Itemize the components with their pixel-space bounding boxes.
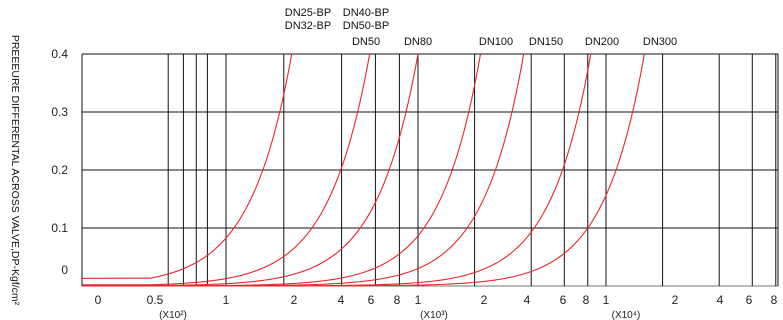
y-tick-label: 0.3 bbox=[51, 105, 68, 119]
x-tick-label: 4 bbox=[717, 293, 724, 307]
x-tick-label: 8 bbox=[583, 293, 590, 307]
series-label: DN200 bbox=[585, 36, 619, 48]
series-curves bbox=[81, 53, 645, 287]
x-tick-label: 6 bbox=[746, 293, 753, 307]
x-tick-label: 8 bbox=[394, 293, 401, 307]
x-tick-label: 2 bbox=[291, 293, 298, 307]
series-curve bbox=[81, 53, 419, 287]
grid bbox=[81, 53, 779, 287]
x-tick-label: 2 bbox=[481, 293, 488, 307]
series-label: DN50-BP bbox=[343, 20, 389, 32]
series-label: DN300 bbox=[643, 36, 677, 48]
x-tick-label: 2 bbox=[672, 293, 679, 307]
series-label: DN150 bbox=[529, 36, 563, 48]
y-tick-label: 0.2 bbox=[51, 163, 68, 177]
series-label: DN40-BP bbox=[343, 7, 389, 19]
x-tick-label: 0 bbox=[95, 293, 102, 307]
y-tick-label: 0.4 bbox=[51, 47, 68, 61]
x-multiplier-label: (X10³) bbox=[420, 310, 448, 320]
x-tick-label: 4 bbox=[338, 293, 345, 307]
series-label: DN50 bbox=[352, 36, 380, 48]
y-tick-label: 0.1 bbox=[51, 221, 68, 235]
y-tick-labels: 0.4 0.3 0.2 0.1 0 bbox=[51, 47, 68, 277]
y-axis-label: PREEEURE DIFFERENTAL ACROSS VALVE,DP-Kgf… bbox=[9, 35, 21, 306]
x-tick-label: 1 bbox=[603, 293, 610, 307]
x-tick-label: 4 bbox=[524, 293, 531, 307]
x-tick-label: 8 bbox=[771, 293, 778, 307]
series-label: DN32-BP bbox=[285, 20, 331, 32]
series-curve bbox=[81, 53, 293, 279]
x-tick-label: 6 bbox=[368, 293, 375, 307]
series-label: DN100 bbox=[479, 36, 513, 48]
x-tick-label: 0.5 bbox=[147, 293, 164, 307]
x-tick-label: 1 bbox=[415, 293, 422, 307]
x-tick-labels: 0 0.5 1 2 4 6 8 1 2 4 6 8 1 2 4 6 8 bbox=[95, 293, 778, 307]
series-label: DN80 bbox=[404, 36, 432, 48]
x-multiplier-label: (X10⁴) bbox=[612, 310, 641, 320]
x-multiplier-label: (X10²) bbox=[159, 310, 187, 320]
x-multiplier-labels: (X10²) (X10³) (X10⁴) bbox=[159, 310, 640, 320]
series-curve bbox=[82, 53, 645, 287]
x-tick-label: 1 bbox=[223, 293, 230, 307]
series-curve bbox=[81, 53, 371, 286]
series-label: DN25-BP bbox=[285, 7, 331, 19]
x-tick-label: 6 bbox=[560, 293, 567, 307]
y-tick-label: 0 bbox=[61, 263, 68, 277]
